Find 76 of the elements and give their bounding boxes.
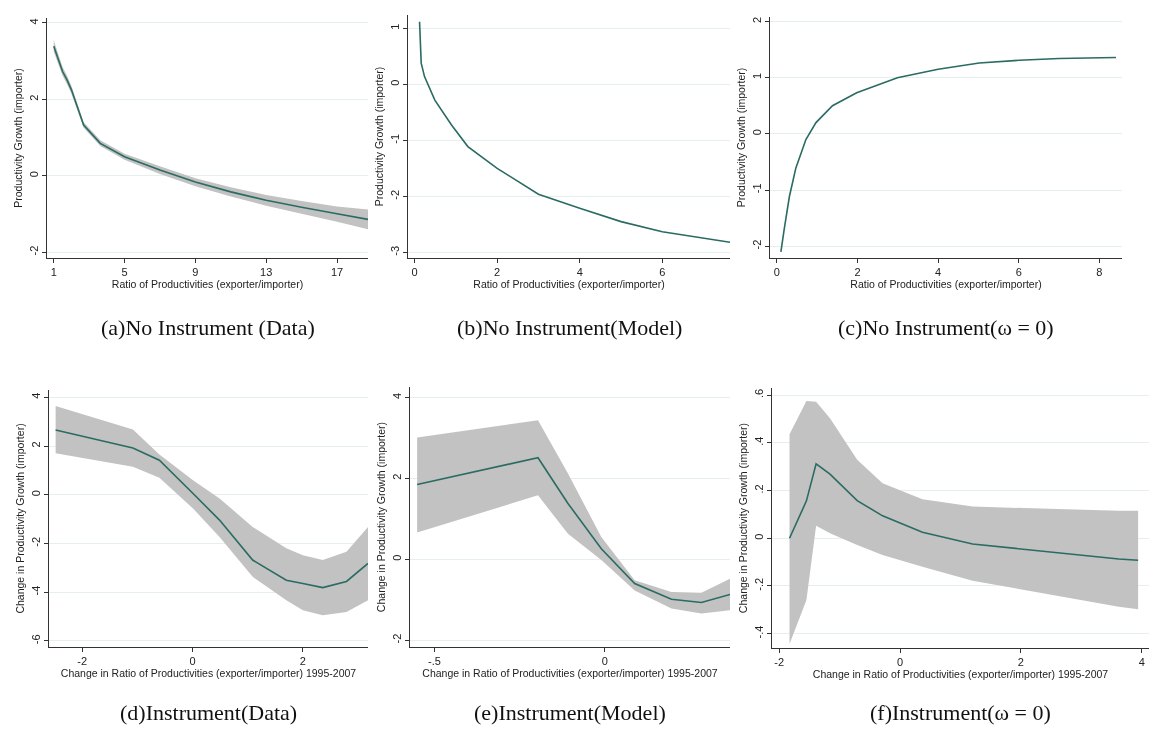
x-tick-label: 4 bbox=[1138, 656, 1145, 669]
y-tick-label: -.2 bbox=[752, 577, 765, 591]
x-tick-label: 13 bbox=[260, 266, 273, 279]
x-tick-label: 2 bbox=[854, 266, 861, 279]
y-tick-label: -2 bbox=[388, 189, 401, 200]
y-tick-label: -6 bbox=[29, 634, 42, 645]
y-axis-title: Productivity Growth (importer) bbox=[373, 66, 386, 207]
y-tick-label: 0 bbox=[388, 79, 401, 86]
text: (a)No Instrument (Data) bbox=[101, 315, 315, 340]
x-tick-label: 0 bbox=[897, 656, 904, 669]
y-tick-label: -.4 bbox=[752, 625, 765, 639]
y-tick-label: 4 bbox=[390, 392, 403, 399]
x-tick-label: 0 bbox=[189, 655, 196, 668]
y-tick-label: -2 bbox=[29, 536, 42, 547]
y-tick-label: 2 bbox=[27, 94, 40, 101]
x-tick-label: -2 bbox=[77, 655, 87, 668]
text: (f)Instrument(ω = 0) bbox=[870, 700, 1051, 725]
y-tick-label: .4 bbox=[752, 436, 765, 446]
text: (b)No Instrument(Model) bbox=[457, 315, 683, 340]
line-series bbox=[54, 429, 368, 589]
x-axis-title: Change in Ratio of Productivities (exporter/importer) 1995-2007 bbox=[60, 667, 357, 680]
y-tick-label: -1 bbox=[750, 183, 763, 194]
y-tick-label: 2 bbox=[29, 441, 42, 448]
line-series bbox=[416, 456, 730, 604]
y-tick-label: .2 bbox=[752, 484, 765, 494]
y-tick-label: 0 bbox=[27, 171, 40, 178]
y-axis-title: Change in Productivity Growth (importer) bbox=[737, 422, 750, 614]
x-axis-title: Ratio of Productivities (exporter/importer) bbox=[850, 278, 1042, 291]
x-axis-title: Change in Ratio of Productivities (exporter/importer) 1995-2007 bbox=[422, 667, 718, 680]
y-tick-label: 4 bbox=[27, 18, 40, 25]
x-tick-label: 4 bbox=[576, 266, 583, 279]
x-tick-label: -2 bbox=[774, 656, 785, 669]
x-tick-label: 6 bbox=[1015, 266, 1022, 279]
y-axis-title: Productivity Growth (importer) bbox=[735, 67, 748, 208]
y-axis-title: Change in Productivity Growth (importer) bbox=[14, 423, 27, 614]
y-tick-label: 2 bbox=[750, 16, 763, 23]
x-tick-label: 2 bbox=[494, 266, 501, 279]
y-tick-label: 4 bbox=[29, 392, 42, 399]
x-axis-title: Ratio of Productivities (exporter/importer) bbox=[111, 278, 304, 291]
y-tick-label: .6 bbox=[752, 388, 765, 399]
y-tick-label: -2 bbox=[27, 245, 40, 256]
x-tick-label: 2 bbox=[299, 655, 306, 668]
y-axis-title: Change in Productivity Growth (importer) bbox=[375, 421, 388, 613]
x-tick-label: 9 bbox=[192, 266, 199, 279]
x-tick-label: 6 bbox=[659, 266, 666, 279]
x-tick-label: 0 bbox=[773, 266, 780, 279]
line-series bbox=[780, 56, 1117, 253]
y-tick-label: 1 bbox=[388, 23, 401, 30]
x-tick-label: -.5 bbox=[428, 655, 441, 668]
x-tick-label: 2 bbox=[1017, 656, 1024, 669]
x-tick-label: 17 bbox=[330, 266, 344, 279]
y-tick-label: -4 bbox=[29, 585, 42, 596]
x-tick-label: 0 bbox=[601, 655, 608, 668]
y-tick-label: -2 bbox=[750, 239, 763, 250]
y-tick-label: 2 bbox=[390, 473, 403, 480]
y-tick-label: 0 bbox=[750, 129, 763, 136]
x-tick-label: 0 bbox=[411, 266, 418, 279]
y-tick-label: 0 bbox=[752, 533, 765, 540]
y-tick-label: 0 bbox=[29, 490, 42, 497]
x-tick-label: 5 bbox=[121, 266, 128, 279]
text: (c)No Instrument(ω = 0) bbox=[838, 315, 1054, 340]
x-tick-label: 1 bbox=[50, 266, 57, 279]
y-axis-title: Productivity Growth (importer) bbox=[12, 68, 25, 208]
x-tick-label: 8 bbox=[1096, 266, 1103, 279]
y-tick-label: 1 bbox=[750, 72, 763, 80]
y-tick-label: -1 bbox=[388, 133, 401, 144]
y-tick-label: -2 bbox=[390, 633, 403, 644]
text: (e)Instrument(Model) bbox=[474, 700, 666, 725]
x-axis-title: Change in Ratio of Productivities (exporter/importer) 1995-2007 bbox=[812, 668, 1109, 681]
line-series bbox=[788, 463, 1139, 562]
x-axis-title: Ratio of Productivities (exporter/importer) bbox=[473, 278, 665, 291]
y-tick-label: 0 bbox=[390, 554, 403, 561]
y-tick-label: -3 bbox=[388, 245, 401, 256]
text: (d)Instrument(Data) bbox=[120, 700, 298, 725]
x-tick-label: 4 bbox=[935, 266, 942, 279]
line-series bbox=[418, 20, 730, 244]
